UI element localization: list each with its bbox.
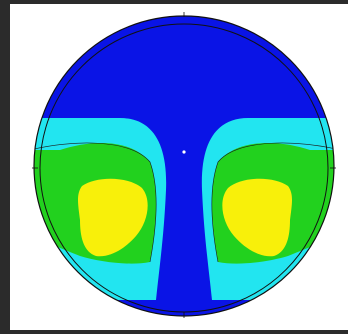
level-4-region-left [78, 178, 148, 257]
center-marker [182, 150, 186, 154]
contour-line-left [34, 142, 157, 263]
level-4-region-right [222, 178, 292, 257]
contour-fills [34, 16, 334, 316]
contour-line-right [211, 142, 334, 263]
